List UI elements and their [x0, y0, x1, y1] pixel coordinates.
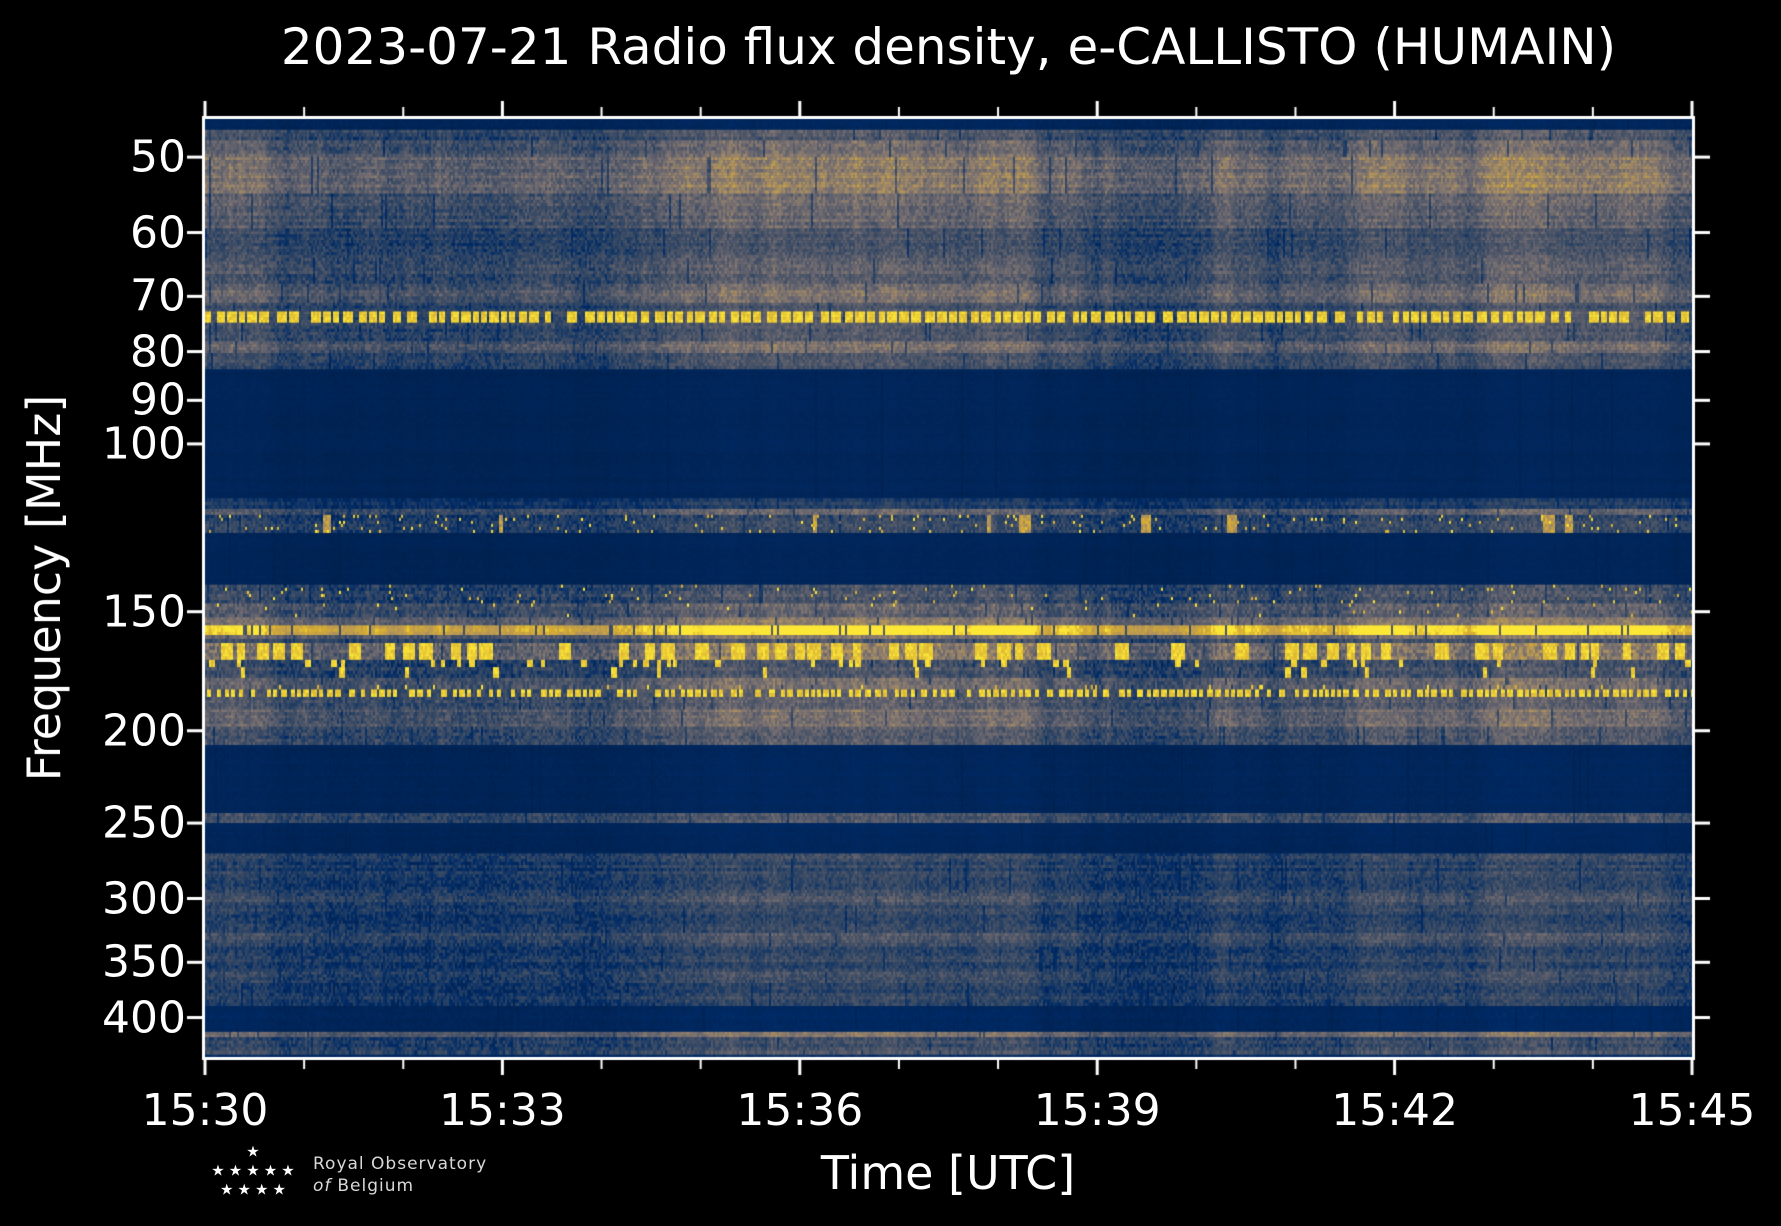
logo-star-icon: ★: [211, 1161, 225, 1180]
x-tick-label: 15:42: [1331, 1085, 1458, 1136]
y-tick-label: 400: [102, 992, 186, 1044]
logo-text-of: of: [313, 1176, 332, 1196]
logo-star-icon: ★: [272, 1180, 286, 1199]
x-tick-label: 15:33: [438, 1085, 566, 1136]
logo-star-icon: ★: [281, 1161, 295, 1180]
y-tick-label: 200: [102, 705, 186, 757]
x-tick-label: 15:30: [141, 1085, 269, 1136]
logo-star-icon: ★: [263, 1161, 278, 1180]
logo-text-belgium: Belgium: [337, 1176, 415, 1196]
x-tick-label: 15:39: [1033, 1085, 1161, 1136]
y-tick-label: 60: [130, 207, 186, 259]
y-tick-label: 150: [102, 586, 186, 638]
y-tick-label: 100: [102, 418, 186, 470]
x-tick-label: 15:45: [1628, 1085, 1756, 1136]
logo-text-line1: Royal Observatory: [313, 1154, 488, 1174]
logo-star-icon: ★: [237, 1180, 251, 1199]
y-tick-label: 250: [102, 797, 186, 849]
logo-star-icon: ★: [246, 1142, 260, 1161]
y-tick-label: 350: [102, 936, 186, 988]
logo-star-icon: ★: [228, 1161, 243, 1180]
logo-star-icon: ★: [255, 1180, 269, 1199]
logo-text-line2: of Belgium: [313, 1176, 414, 1196]
y-tick-label: 70: [130, 270, 186, 322]
x-tick-label: 15:36: [736, 1085, 864, 1136]
chart-title: 2023-07-21 Radio flux density, e-CALLIST…: [280, 18, 1617, 76]
logo-star-icon: ★: [220, 1180, 234, 1199]
y-tick-label: 300: [102, 873, 186, 925]
logo-star-icon: ★: [246, 1161, 260, 1180]
y-tick-label: 90: [130, 374, 186, 426]
y-tick-label: 50: [130, 131, 186, 183]
y-tick-label: 80: [130, 326, 186, 378]
y-axis-label: Frequency [MHz]: [17, 394, 71, 782]
x-axis-label: Time [UTC]: [820, 1146, 1076, 1200]
